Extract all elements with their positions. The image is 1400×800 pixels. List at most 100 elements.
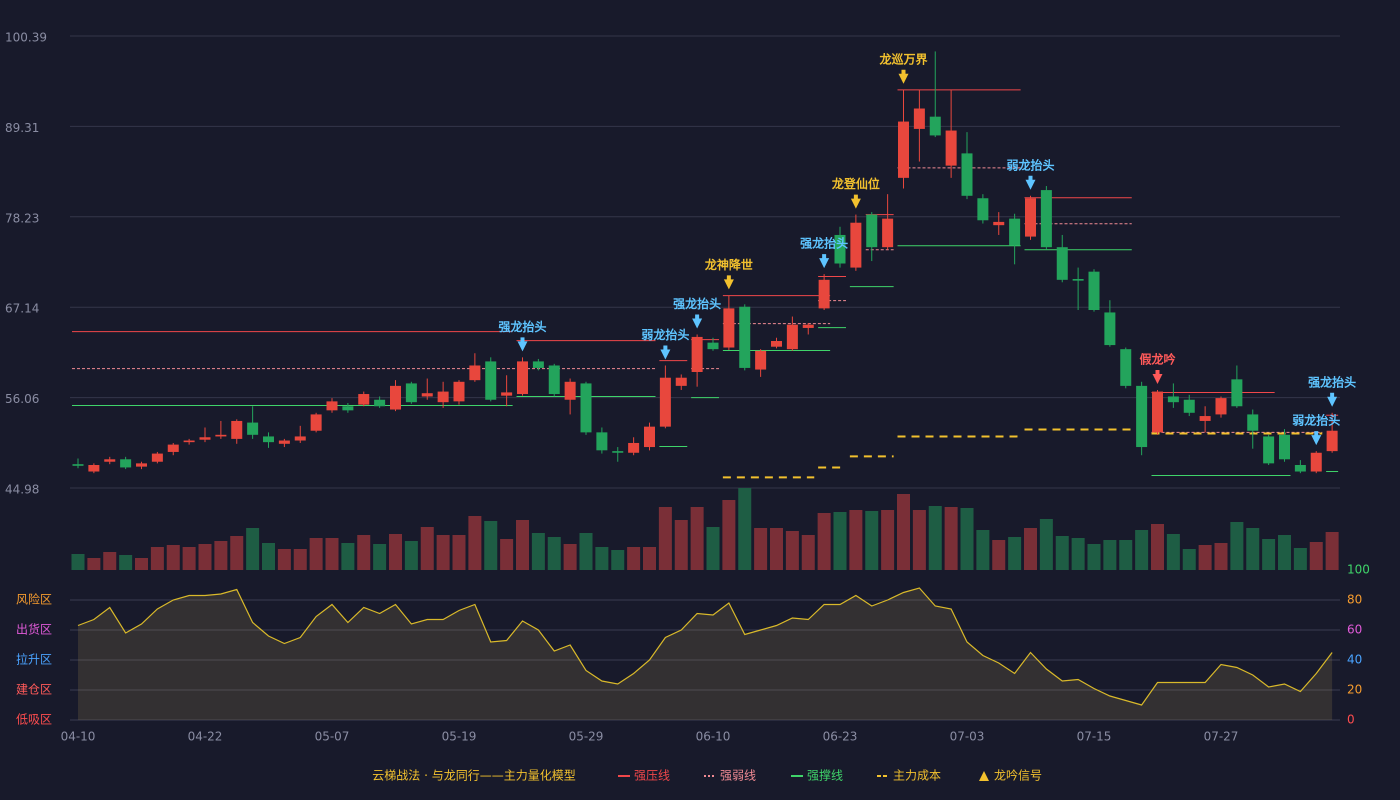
candle-body	[850, 222, 862, 268]
candle-body	[1167, 396, 1179, 403]
volume-bar	[1151, 524, 1164, 570]
signal-arrow	[692, 314, 703, 329]
volume-bar	[1024, 528, 1037, 570]
candle-body	[310, 414, 322, 431]
signal-arrow	[1327, 392, 1338, 407]
candle-body	[628, 442, 640, 453]
volume-bar	[500, 539, 514, 570]
candle-body	[405, 383, 417, 403]
candle-body	[818, 279, 830, 309]
candle-body	[215, 434, 227, 437]
volume-bar	[373, 544, 387, 570]
candle-body	[707, 342, 719, 350]
volume-bar	[674, 520, 688, 570]
volume-bar	[770, 528, 783, 570]
candle-body	[1152, 391, 1163, 433]
legend-label: 强弱线	[720, 769, 756, 783]
indicator-area	[78, 588, 1333, 720]
candle-body	[675, 377, 687, 386]
volume-bar	[135, 558, 148, 570]
volume-bar	[1182, 549, 1196, 570]
candle-body	[834, 234, 846, 264]
candle-body	[1136, 385, 1148, 448]
volume-bar	[71, 554, 85, 570]
candle-body	[771, 341, 782, 347]
signal-label: 弱龙抬头	[1006, 157, 1054, 172]
signal-label: 强龙抬头	[1308, 374, 1356, 389]
volume-bar	[849, 510, 863, 570]
candle-body	[326, 401, 338, 411]
candle-body	[421, 393, 433, 397]
candle-body	[913, 108, 925, 129]
candle-body	[231, 420, 243, 439]
volume-bar	[754, 528, 768, 570]
signal-label: 龙巡万界	[879, 51, 927, 66]
volume-bar	[801, 535, 815, 570]
candle-body	[1310, 452, 1322, 472]
candle-body	[1088, 271, 1100, 311]
volume-bar	[1246, 528, 1260, 570]
candle-body	[1183, 399, 1195, 413]
signal-arrow	[1152, 369, 1163, 384]
volume-bar	[468, 516, 482, 570]
volume-bar	[150, 547, 164, 570]
volume-bar	[277, 549, 291, 570]
volume-bar	[1325, 532, 1339, 570]
volume-bar	[960, 508, 974, 570]
candle-body	[644, 426, 655, 448]
volume-bar	[341, 543, 355, 570]
signal-arrow	[517, 337, 528, 352]
candle-body	[263, 436, 274, 443]
volume-bar	[516, 520, 529, 570]
volume-bar	[865, 511, 879, 570]
signal-label: 弱龙抬头	[641, 327, 689, 342]
candle-body	[88, 464, 100, 472]
candle-body	[1247, 414, 1259, 431]
candle-body	[866, 214, 878, 248]
volume-bar	[325, 538, 339, 570]
volume-bar	[833, 512, 847, 570]
y-tick-label: 44.98	[5, 483, 39, 497]
volume-bar	[1309, 542, 1323, 570]
candle-body	[882, 218, 894, 248]
volume-bar	[722, 500, 736, 570]
x-tick-label: 06-23	[823, 730, 858, 744]
candle-body	[167, 444, 179, 452]
candle-body	[739, 306, 751, 368]
candle-body	[532, 361, 544, 368]
candle-body	[1294, 464, 1306, 472]
candle-body	[469, 365, 481, 381]
volume-bar	[1230, 522, 1244, 570]
signal-arrow	[819, 254, 830, 269]
signal-arrow	[723, 275, 734, 290]
signal-label: 强龙抬头	[498, 319, 546, 334]
volume-bar	[1071, 538, 1085, 570]
indicator-tick-label: 100	[1347, 563, 1370, 577]
candle-body	[548, 365, 560, 395]
indicator-tick-label: 20	[1347, 683, 1362, 697]
candle-body	[501, 392, 513, 396]
volume-bar	[1055, 536, 1069, 570]
volume-bar	[563, 544, 577, 570]
volume-bar	[166, 545, 180, 570]
volume-bar	[1008, 537, 1022, 570]
x-tick-label: 07-15	[1077, 730, 1112, 744]
volume-bar	[912, 510, 926, 570]
candle-body	[945, 130, 957, 166]
y-tick-label: 56.06	[5, 392, 39, 406]
volume-bar	[1135, 530, 1149, 570]
volume-bar	[1087, 544, 1101, 570]
signal-arrow	[850, 194, 861, 209]
candle-body	[1326, 430, 1338, 452]
candle-body	[104, 459, 116, 462]
volume-bar	[992, 540, 1006, 570]
volume-bar	[531, 533, 545, 570]
x-tick-label: 04-10	[61, 730, 96, 744]
x-tick-label: 05-19	[442, 730, 477, 744]
candle-body	[993, 221, 1005, 226]
signal-label: 假龙吟	[1139, 351, 1175, 366]
legend-label: 强撑线	[807, 768, 843, 783]
y-tick-label: 78.23	[5, 211, 39, 225]
y-tick-label: 89.31	[5, 121, 39, 135]
volume-bar	[595, 547, 609, 570]
